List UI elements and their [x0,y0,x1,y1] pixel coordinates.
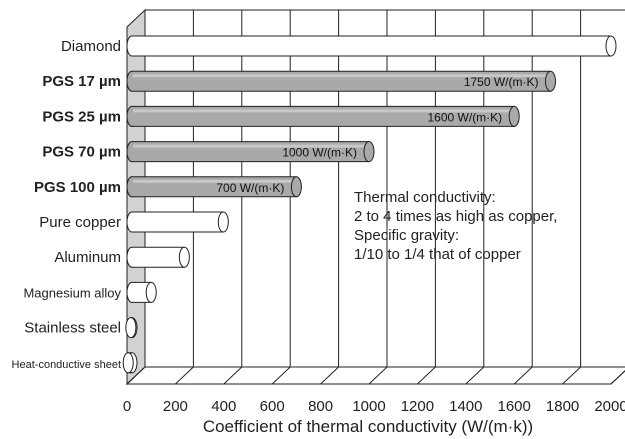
bar: 1000 W/(m·K) [126,141,375,163]
bar-end-cap [605,35,617,57]
bar [126,35,617,57]
category-label: PGS 70 µm [42,144,121,161]
bar-end-cap [508,105,520,127]
x-axis-label: Coefficient of thermal conductivity (W/(… [203,417,533,436]
bar-sheen [133,109,513,113]
annotation-line: Thermal conductivity: [354,189,496,206]
x-tick-labels: 0 200 400 600 800 1000 1200 1400 1600 1800 2000 [123,398,625,415]
floor-tick [465,366,485,385]
x-tick-label: 1000 [352,398,385,415]
x-tick-label: 200 [163,398,188,415]
x-tick-label: 1200 [401,398,434,415]
x-tick-label: 400 [211,398,236,415]
bar-end-cap [217,211,229,233]
chart-bars: 1750 W/(m·K) 1600 W/(m·K) 1000 W/(m·K) 700 … [122,35,617,374]
bar [125,317,138,339]
annotation-line: 1/10 to 1/4 that of copper [354,246,521,263]
bar-end-cap [363,141,375,163]
category-label: Aluminum [54,249,121,266]
floor-tick [320,366,339,385]
floor-tick [610,370,625,385]
floor [125,366,625,385]
bar-end-cap [125,317,137,339]
floor-tick [126,366,146,385]
bar [126,246,190,268]
category-label: Diamond [61,38,121,55]
floor-tick [513,366,533,385]
category-labels: Diamond PGS 17 µm PGS 25 µm PGS 70 µm PGS 10… [12,38,122,371]
floor-tick [417,366,436,385]
bar [126,211,229,233]
category-label: PGS 25 µm [42,108,121,125]
category-label: PGS 17 µm [42,73,121,90]
bar-value-label: 1750 W/(m·K) [464,75,539,89]
category-label: PGS 100 µm [34,179,121,196]
chart-gridlines [126,10,625,385]
floor-tick [271,366,291,385]
bar-end-cap [122,352,134,374]
x-tick-label: 800 [308,398,333,415]
floor-tick [223,366,243,385]
category-label: Heat-conductive sheet [12,359,121,371]
bar-body [126,211,224,233]
x-tick-label: 1400 [449,398,482,415]
bar: 700 W/(m·K) [126,176,302,198]
floor-tick [175,366,194,385]
category-label: Magnesium alloy [23,285,121,300]
bar-end-cap [545,70,556,92]
bar-value-label: 700 W/(m·K) [216,181,284,195]
bar-end-cap [178,246,190,268]
bar [126,281,157,303]
floor-tick [562,366,581,385]
bar-sheen [133,144,367,148]
category-label: Pure copper [39,214,121,231]
bar-end-cap [145,281,157,303]
bar: 1600 W/(m·K) [126,105,520,127]
x-tick-label: 1600 [498,398,531,415]
bar-body [126,281,152,303]
x-tick-label: 1800 [546,398,579,415]
annotation-line: 2 to 4 times as high as copper, [354,208,557,225]
bar-sheen [133,74,549,78]
bar [122,352,138,374]
x-tick-label: 0 [123,398,131,415]
category-label: Stainless steel [24,320,121,337]
bar-sheen [133,179,295,183]
bar-value-label: 1600 W/(m·K) [428,110,503,124]
x-tick-label: 600 [260,398,285,415]
bar-end-cap [290,176,302,198]
bar: 1750 W/(m·K) [126,70,556,92]
annotation-line: Specific gravity: [354,227,459,244]
bar-value-label: 1000 W/(m·K) [282,146,357,160]
bar-body [126,246,185,268]
chart-annotation: Thermal conductivity: 2 to 4 times as hig… [354,189,557,263]
bar-body [126,35,612,57]
x-tick-label: 2000 [594,398,625,415]
floor-tick [368,366,388,385]
